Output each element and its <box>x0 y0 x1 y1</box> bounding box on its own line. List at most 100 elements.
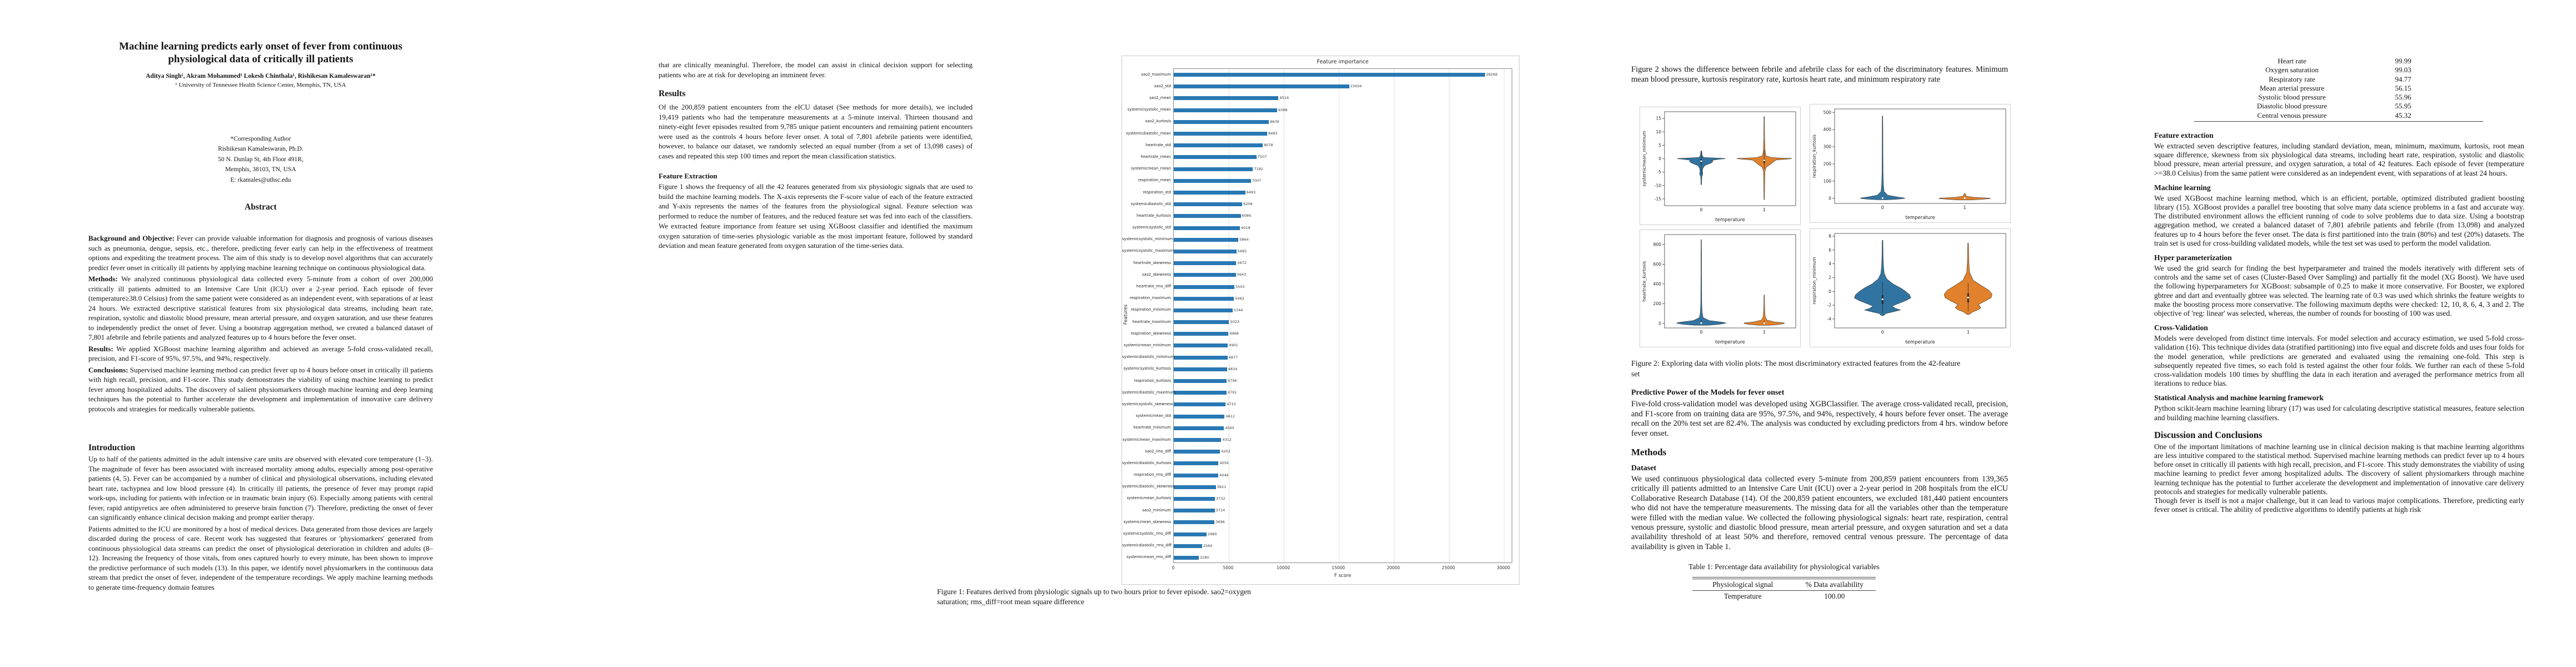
feature-name-label: sao2_mean <box>1149 95 1171 100</box>
bar-value-label: 6208 <box>1243 202 1253 207</box>
table1-header-row: Physiological signal % Data availability <box>1692 579 1876 591</box>
feature-name-label: systemicmean_rms_diff <box>1127 555 1171 560</box>
section-heading: Statistical Analysis and machine learnin… <box>2154 394 2324 402</box>
feature-importance-bar <box>1174 308 1233 312</box>
corresponding-line: E: rkamales@uthsc.edu <box>230 176 291 183</box>
y-axis-label: respiration_minimum <box>1812 257 1817 304</box>
feature-name-label: heartrate_mean <box>1140 154 1171 159</box>
feature-extraction-paragraph: Figure 1 shows the frequency of all the … <box>659 182 973 250</box>
y-tick-label: 100 <box>1823 178 1832 183</box>
violin-febrile <box>1938 193 1991 201</box>
violin-median-dot <box>1763 159 1765 161</box>
violin-subplot-respiration_minimum: 8 6 4 2 0 -2 -4 0 1 temperature respiration_minimu… <box>1810 228 2011 347</box>
abstract-paragraph: Background and Objective: Fever can prov… <box>88 234 434 272</box>
y-tick-label: -15 <box>1655 197 1661 202</box>
bar-value-label: 3714 <box>1215 508 1225 513</box>
corresponding-line: *Corresponding Author <box>230 136 291 142</box>
bar-value-label: 9516 <box>1279 96 1289 101</box>
authors: Aditya Singh¹, Akram Mohammed¹ Lokesh Ch… <box>146 73 376 79</box>
paper-title-line2: physiological data of critically ill pat… <box>168 53 353 65</box>
table1-cell-signal: Oxygen saturation <box>2265 66 2319 74</box>
violin-subplot-systemicmean_minimum: 15 10 5 0 -5 -10 -15 0 1 temperature systemicmean_… <box>1640 107 1801 225</box>
feature-importance-bar <box>1174 555 1199 560</box>
table1-row: Diastolic blood pressure 55.95 <box>2228 102 2450 111</box>
table1-cell-value: 56.15 <box>2395 83 2411 92</box>
feature-importance-bar <box>1174 379 1227 384</box>
violin-median-dot <box>1964 197 1966 200</box>
abstract-section-label: Methods: <box>88 275 118 283</box>
violin-svg: 800 600 400 200 0 0 1 temperature heartrate_kurt… <box>1642 234 1796 345</box>
feature-name-label: heartrate_rms_diff <box>1136 284 1171 289</box>
feature-name-label: sao2_skewness <box>1142 272 1171 277</box>
feature-name-label: respiration_minimum <box>1130 307 1171 312</box>
bar-value-label: 4968 <box>1229 331 1239 336</box>
y-tick-label: 500 <box>1823 110 1832 115</box>
feature-name-label: heartrate_kurtosis <box>1137 213 1171 218</box>
x-tick-label: 15000 <box>1332 565 1345 570</box>
abstract-heading: Abstract <box>245 202 277 212</box>
bar-value-label: 6086 <box>1242 213 1252 218</box>
bar-value-label: 3696 <box>1215 520 1225 525</box>
introduction-heading: Introduction <box>88 443 136 452</box>
feature-name-label: sao2_rms_diff <box>1145 449 1171 454</box>
bar-value-label: 4710 <box>1227 402 1236 407</box>
corresponding-line: 50 N. Dunlap St, 4th Floor 491R, <box>218 156 303 163</box>
introduction-body: Up to half of the patients admitted in t… <box>88 454 433 594</box>
figure2-caption: Figure 2: Exploring data with violin plo… <box>1631 359 2015 380</box>
axes-frame <box>1834 233 2006 328</box>
feature-importance-bar <box>1174 402 1226 407</box>
y-tick-label: -4 <box>1827 316 1832 321</box>
feature-importance-bar <box>1174 461 1219 466</box>
feature-importance-bar <box>1174 450 1220 454</box>
y-tick-label: 6 <box>1828 247 1831 252</box>
table1-row: Heart rate 99.99 <box>2228 57 2450 66</box>
figure2-caption-line2: set <box>1631 370 1640 379</box>
bar-value-label: 8639 <box>1270 119 1279 124</box>
bar-value-label: 4612 <box>1225 414 1235 419</box>
violin-median-dot <box>1763 322 1765 324</box>
y-tick-label: 0 <box>1658 321 1661 326</box>
abstract-section-label: Background and Objective: <box>88 234 175 242</box>
section-heading: Hyper parameterization <box>2154 253 2232 262</box>
paper-title-line1: Machine learning predicts early onset of… <box>119 41 402 52</box>
table1-top-rule <box>1692 577 1876 578</box>
feature-name-label: respiration_mean <box>1138 178 1171 183</box>
violin-febrile <box>1944 243 1992 315</box>
figure1-caption-line1: Figure 1: Features derived from physiolo… <box>937 588 1251 596</box>
table1-row: Respiratory rate 94.77 <box>2228 75 2450 84</box>
feature-importance-bar <box>1174 509 1215 513</box>
table1-caption: Table 1: Percentage data availability fo… <box>1688 563 1880 571</box>
bar-value-label: 5672 <box>1237 261 1247 266</box>
feature-name-label: systemicsystolic_minimum <box>1122 237 1173 242</box>
bar-value-label: 5503 <box>1235 284 1245 289</box>
y-tick-label: 300 <box>1823 145 1832 150</box>
feature-importance-bar <box>1174 332 1229 336</box>
bar-value-label: 4791 <box>1227 390 1237 395</box>
bar-value-label: 4565 <box>1225 425 1234 430</box>
feature-name-label: systemicdiastolic_minimum <box>1122 355 1175 360</box>
bar-value-label: 5344 <box>1233 307 1243 312</box>
x-category-label: 1 <box>1763 330 1766 335</box>
dataset-heading: Dataset <box>1631 464 1657 472</box>
bar-value-label: 4312 <box>1222 437 1232 442</box>
y-tick-label: 5 <box>1658 143 1661 148</box>
feature-importance-bar <box>1174 296 1234 301</box>
y-tick-label: -2 <box>1827 303 1832 308</box>
feature-name-label: systemicdiastolic_maximum <box>1122 390 1176 395</box>
feature-name-label: respiration_maximum <box>1129 296 1171 301</box>
feature-name-label: systemicsystolic_skewness <box>1122 401 1173 406</box>
y-tick-label: 200 <box>1823 162 1832 167</box>
y-tick-label: 8 <box>1828 234 1831 239</box>
corresponding-line: Rishikesan Kamaleswaran, Ph.D. <box>218 146 303 153</box>
section-heading: Discussion and Conclusions <box>2154 429 2263 440</box>
feature-name-label: systemicsystolic_kurtosis <box>1123 366 1171 371</box>
feature-name-label: sao2_kurtosis <box>1145 119 1171 124</box>
table1-cell-signal: Systolic blood pressure <box>2258 93 2326 102</box>
corresponding-line: Memphis, 38103, TN, USA <box>225 166 296 173</box>
y-axis-label: systemicmean_minimum <box>1642 131 1647 186</box>
feature-importance-bar <box>1174 532 1207 536</box>
figure2-caption-line1: Figure 2: Exploring data with violin plo… <box>1631 360 1961 368</box>
feature-importance-bar <box>1174 249 1237 253</box>
feature-importance-bar <box>1174 414 1225 419</box>
feature-name-label: heartrate_minimum <box>1133 425 1171 430</box>
